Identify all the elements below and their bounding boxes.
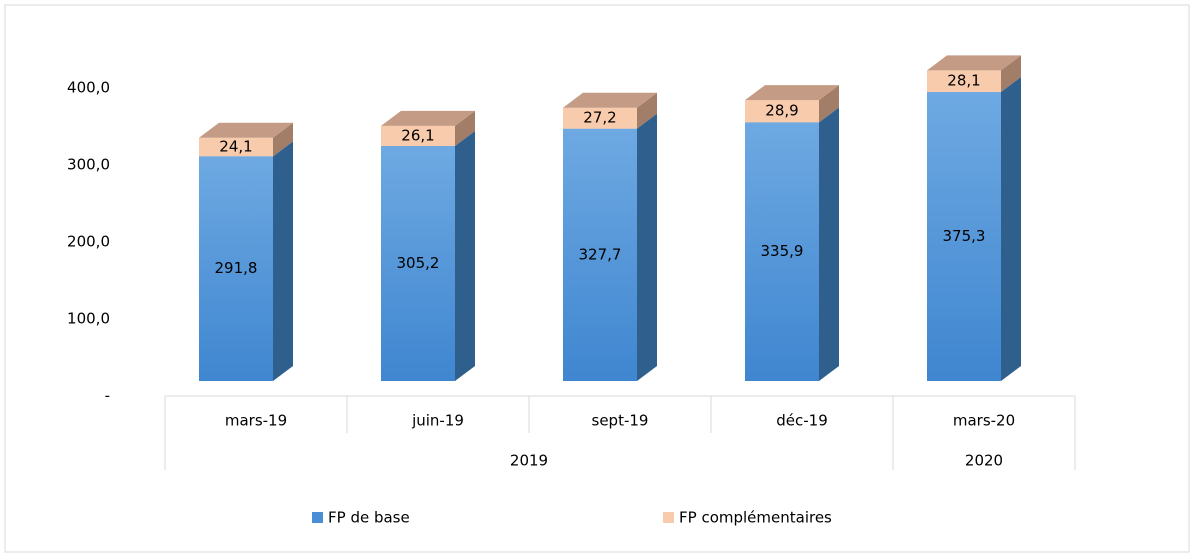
legend-label: FP de base bbox=[328, 509, 410, 527]
value-label: 327,7 bbox=[579, 245, 622, 263]
bar-front bbox=[563, 128, 637, 381]
bar-front bbox=[199, 156, 273, 381]
bar-front bbox=[745, 122, 819, 382]
value-label: 375,3 bbox=[943, 227, 986, 245]
bar-front bbox=[381, 125, 455, 146]
bar-top bbox=[199, 122, 293, 138]
bar-side bbox=[637, 113, 657, 382]
bar-side bbox=[1001, 77, 1021, 382]
x-tick-label: mars-19 bbox=[225, 412, 287, 430]
legend-label: FP complémentaires bbox=[679, 509, 832, 527]
bar-side bbox=[819, 107, 839, 382]
bar-front bbox=[745, 100, 819, 123]
bar-side bbox=[455, 130, 475, 381]
legend-swatch bbox=[312, 512, 323, 523]
x-tick-label: déc-19 bbox=[776, 412, 828, 430]
value-label: 335,9 bbox=[761, 242, 804, 260]
y-tick-label: 300,0 bbox=[67, 156, 110, 174]
bar-side bbox=[273, 122, 293, 157]
value-label: 28,9 bbox=[765, 102, 798, 120]
bar-front bbox=[563, 107, 637, 129]
value-label: 26,1 bbox=[401, 126, 434, 144]
x-tick-label: mars-20 bbox=[953, 412, 1015, 430]
y-tick-label: 100,0 bbox=[67, 310, 110, 328]
y-tick-label: 400,0 bbox=[67, 79, 110, 97]
x-tick-label: juin-19 bbox=[411, 412, 464, 430]
bar-side bbox=[455, 110, 475, 146]
value-label: 28,1 bbox=[947, 72, 980, 90]
bar-front bbox=[381, 145, 455, 381]
legend-swatch bbox=[663, 512, 674, 523]
bar-front bbox=[199, 137, 273, 157]
value-label: 27,2 bbox=[583, 109, 616, 127]
bar-top bbox=[745, 85, 839, 101]
value-label: 291,8 bbox=[215, 259, 258, 277]
y-tick-label: 200,0 bbox=[67, 233, 110, 251]
bar-side bbox=[273, 141, 293, 381]
bar-side bbox=[819, 85, 839, 123]
bar-front bbox=[927, 70, 1001, 93]
bar-top bbox=[381, 110, 475, 126]
bar-top bbox=[563, 92, 657, 108]
y-tick-label: - bbox=[105, 387, 110, 405]
group-label: 2019 bbox=[510, 452, 548, 470]
value-label: 24,1 bbox=[219, 138, 252, 156]
group-label: 2020 bbox=[965, 452, 1003, 470]
x-tick-label: sept-19 bbox=[592, 412, 649, 430]
bar-top bbox=[927, 55, 1021, 71]
bar-side bbox=[1001, 55, 1021, 93]
bar-front bbox=[927, 92, 1001, 382]
value-label: 305,2 bbox=[397, 254, 440, 272]
bar-side bbox=[637, 92, 657, 129]
